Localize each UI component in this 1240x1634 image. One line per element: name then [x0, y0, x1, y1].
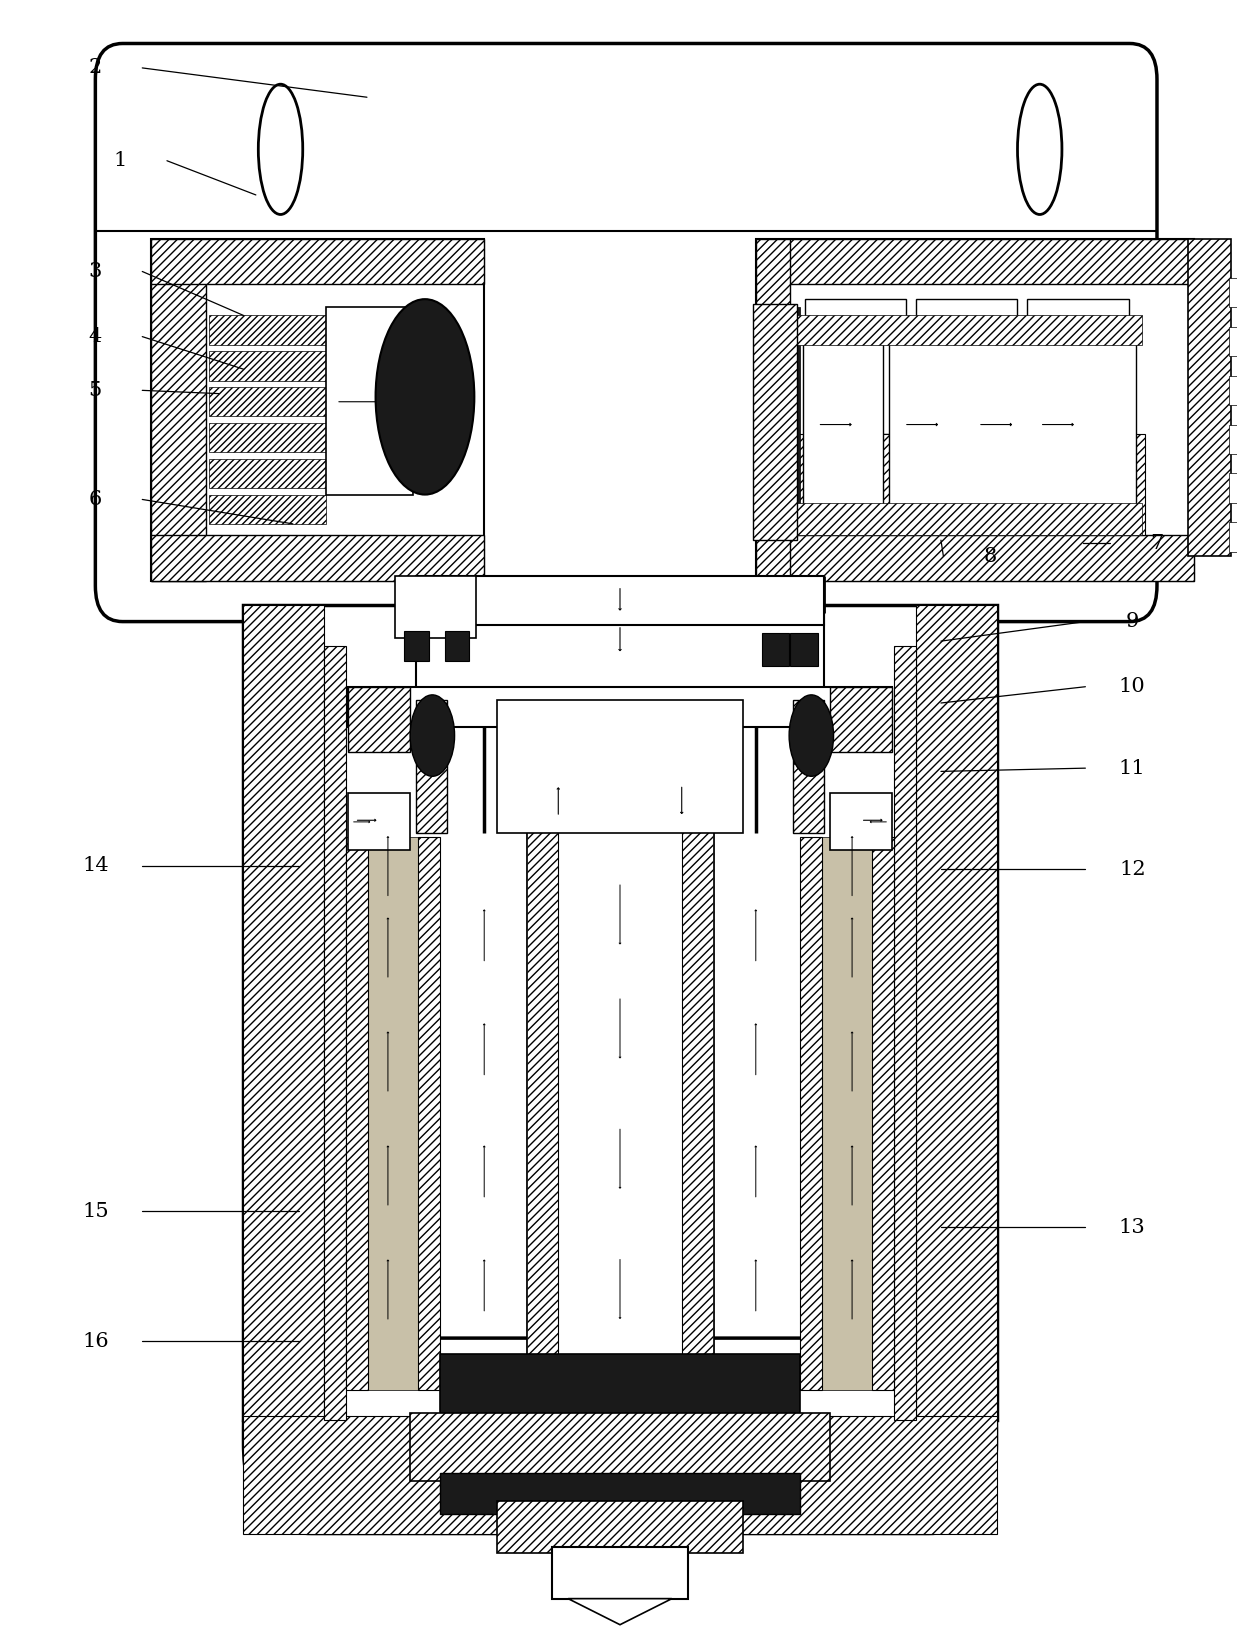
Text: 11: 11 [1118, 758, 1146, 778]
Bar [756, 239, 1194, 580]
Text: 6: 6 [89, 490, 102, 508]
Text: 8: 8 [983, 547, 997, 565]
Bar [417, 699, 448, 833]
Bar [1229, 278, 1240, 307]
Bar [243, 1417, 997, 1534]
Text: 15: 15 [82, 1201, 109, 1221]
Bar [682, 703, 713, 1391]
Text: 3: 3 [89, 261, 102, 281]
Bar [418, 837, 440, 1391]
Bar [822, 837, 872, 1391]
Bar [790, 315, 1142, 345]
Polygon shape [568, 1598, 672, 1624]
Bar [790, 503, 1142, 536]
Bar [496, 699, 744, 833]
Bar [802, 342, 883, 508]
Text: 1: 1 [113, 152, 126, 170]
Bar [761, 632, 789, 665]
Bar [151, 239, 207, 580]
Bar [754, 304, 796, 541]
Bar [552, 1546, 688, 1598]
Bar [417, 605, 823, 703]
Bar [792, 699, 823, 833]
Bar [346, 837, 368, 1391]
Bar [445, 631, 470, 660]
Bar [151, 536, 484, 580]
Text: 7: 7 [1151, 534, 1163, 552]
Bar [326, 307, 413, 495]
Bar [1028, 299, 1128, 435]
Bar [1229, 376, 1240, 405]
Text: 5: 5 [89, 381, 102, 400]
Bar [243, 605, 997, 1420]
Bar [916, 605, 997, 1420]
Bar [889, 342, 1136, 508]
Bar [208, 315, 326, 345]
Text: 16: 16 [82, 1332, 109, 1351]
Bar [440, 1355, 800, 1420]
Bar [208, 351, 326, 381]
Bar [404, 631, 429, 660]
Bar [790, 632, 817, 665]
Bar [208, 459, 326, 489]
Text: 14: 14 [82, 856, 109, 876]
Bar [324, 645, 346, 1420]
Ellipse shape [1018, 85, 1061, 214]
FancyBboxPatch shape [243, 1338, 997, 1534]
Bar [151, 239, 484, 284]
Bar [800, 837, 822, 1391]
Bar [894, 645, 916, 1420]
Bar [348, 686, 410, 752]
Bar [756, 239, 1194, 284]
Bar [208, 495, 326, 525]
Bar [243, 605, 324, 1420]
Text: 12: 12 [1118, 859, 1146, 879]
Bar [348, 686, 892, 727]
Bar [348, 792, 410, 850]
Ellipse shape [410, 694, 455, 776]
Bar [1229, 425, 1240, 454]
Ellipse shape [258, 85, 303, 214]
Bar [830, 792, 892, 850]
Bar [396, 577, 476, 637]
Bar [916, 299, 1018, 435]
Bar [1188, 239, 1231, 557]
Bar [792, 435, 1145, 536]
Text: 10: 10 [1118, 676, 1146, 696]
Bar [417, 577, 823, 624]
Text: 13: 13 [1118, 1217, 1146, 1237]
Bar [872, 837, 894, 1391]
Bar [830, 686, 892, 752]
Ellipse shape [376, 299, 475, 495]
Bar [1229, 523, 1240, 552]
Bar [756, 536, 1194, 580]
Bar [208, 387, 326, 417]
Ellipse shape [789, 694, 833, 776]
Bar [1229, 474, 1240, 503]
FancyBboxPatch shape [95, 44, 1157, 621]
Bar [440, 1474, 800, 1515]
Text: 4: 4 [89, 327, 102, 346]
Bar [1229, 327, 1240, 356]
Bar [496, 1502, 744, 1552]
Text: 9: 9 [1126, 613, 1140, 631]
Bar [756, 239, 790, 580]
Bar [527, 703, 558, 1391]
Bar [151, 239, 484, 580]
Bar [790, 307, 800, 520]
Bar [368, 837, 418, 1391]
Bar [208, 423, 326, 453]
Bar [805, 299, 906, 435]
Text: 2: 2 [89, 59, 102, 77]
Bar [410, 1413, 830, 1482]
Bar [558, 703, 682, 1391]
